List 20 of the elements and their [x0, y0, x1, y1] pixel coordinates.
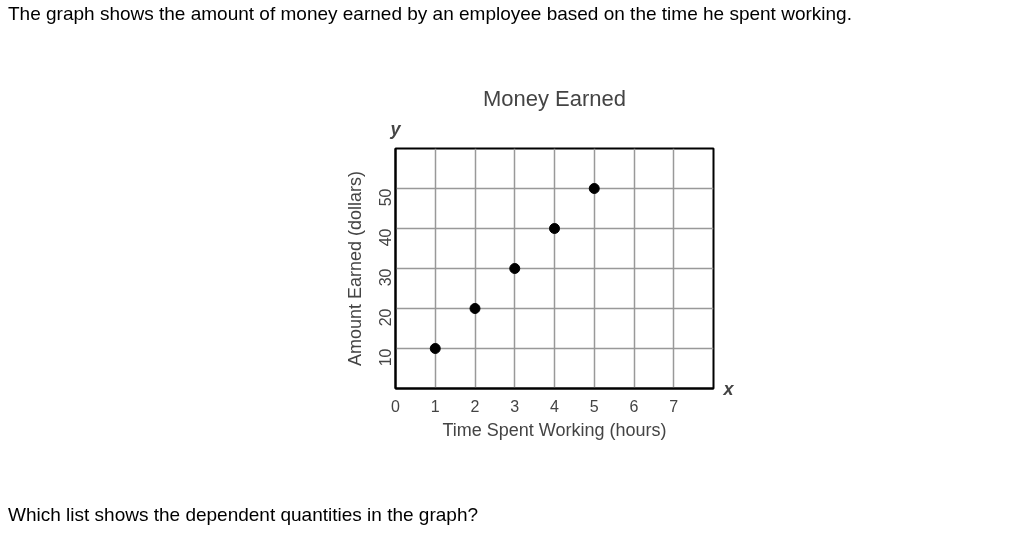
text: x	[722, 378, 735, 399]
chart-title: Money Earned	[482, 85, 627, 111]
y-axis-title: Amount Earned (dollars)	[344, 170, 365, 367]
x-tick-label: 6	[629, 397, 639, 415]
x-tick-label: 2	[470, 397, 480, 415]
x-tick-label: 5	[589, 397, 599, 415]
y-tick-label: 40	[376, 228, 394, 247]
x-tick-label: 7	[669, 397, 679, 415]
y-tick-label: 30	[376, 268, 394, 287]
text: y	[389, 118, 402, 139]
x-tick-label: 3	[510, 397, 520, 415]
y-tick-label: 50	[376, 188, 394, 207]
x-tick-label: 0	[391, 397, 401, 415]
x-axis-title: Time Spent Working (hours)	[442, 419, 667, 440]
x-tick-label: 4	[550, 397, 560, 415]
chart-subtitle: The graph shows the amount of money earned by an employee based on the time he spent working.	[8, 2, 852, 26]
x-tick-label: 1	[430, 397, 440, 415]
text: Which list shows the dependent quantities in the graph?	[8, 503, 479, 527]
y-tick-label: 10	[376, 348, 394, 367]
y-tick-label: 20	[376, 308, 394, 327]
